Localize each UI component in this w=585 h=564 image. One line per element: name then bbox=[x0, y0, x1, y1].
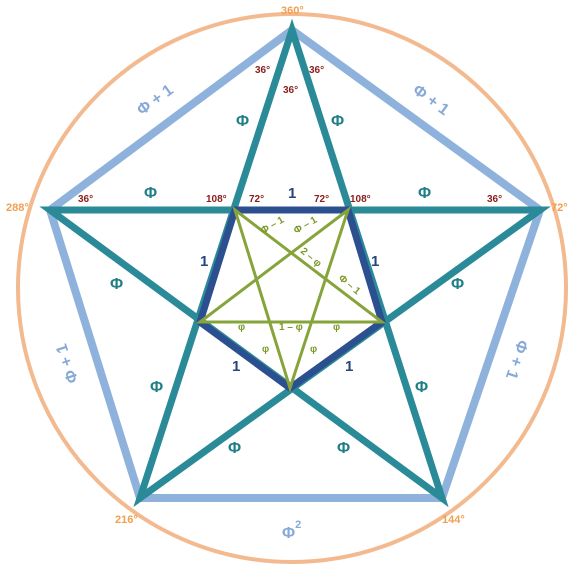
phi-label: Φ bbox=[110, 276, 123, 293]
phi-squared-exponent: 2 bbox=[295, 519, 301, 531]
inner-label-one-minus-phi: 1 – φ bbox=[279, 322, 303, 333]
angle-inner-right-108: 108° bbox=[350, 194, 371, 205]
vertex-angle-bottom-left: 216° bbox=[115, 514, 138, 526]
outer-side-label-bottom: Φ2 bbox=[282, 519, 301, 542]
inner-pentagon bbox=[195, 206, 387, 393]
phi-label: Φ bbox=[150, 379, 163, 396]
angle-inner-right-72: 72° bbox=[314, 194, 329, 205]
inner-star bbox=[195, 205, 387, 393]
outer-pentagon bbox=[45, 25, 545, 502]
one-label: 1 bbox=[371, 253, 379, 270]
one-label: 1 bbox=[288, 185, 296, 202]
phi-label: Φ bbox=[228, 440, 241, 457]
angle-inner-left-72: 72° bbox=[249, 194, 264, 205]
phi-label: Φ bbox=[331, 113, 344, 130]
phi-label: Φ bbox=[451, 276, 464, 293]
phi-label: Φ bbox=[415, 379, 428, 396]
angle-top-center: 36° bbox=[283, 85, 298, 96]
outer-side-label-left: Φ + 1 bbox=[53, 342, 82, 386]
vertex-angle-bottom-right: 144° bbox=[442, 514, 465, 526]
inner-label-small-phi: φ bbox=[333, 322, 340, 333]
inner-label-small-phi: φ bbox=[238, 322, 245, 333]
angle-right: 36° bbox=[487, 194, 502, 205]
angle-top-left: 36° bbox=[255, 65, 270, 76]
inner-label-phi-minus-one: Φ – 1 bbox=[336, 273, 362, 298]
circumcircle bbox=[16, 12, 568, 564]
one-label: 1 bbox=[232, 358, 240, 375]
phi-label: Φ bbox=[144, 185, 157, 202]
phi-label: Φ bbox=[236, 113, 249, 130]
one-label: 1 bbox=[345, 358, 353, 375]
angle-left: 36° bbox=[78, 194, 93, 205]
vertex-angle-top: 360° bbox=[281, 5, 304, 17]
one-label: 1 bbox=[200, 253, 208, 270]
outer-side-label-right: Φ + 1 bbox=[502, 338, 531, 382]
phi-squared-base: Φ bbox=[282, 525, 295, 542]
vertex-angle-left: 288° bbox=[6, 202, 29, 214]
angle-top-right: 36° bbox=[309, 65, 324, 76]
outer-side-label-top-right: Φ + 1 bbox=[409, 82, 452, 119]
inner-label-small-phi: φ bbox=[310, 344, 317, 355]
phi-label: Φ bbox=[337, 440, 350, 457]
inner-label-small-phi: φ bbox=[262, 344, 269, 355]
outer-side-label-top-left: Φ + 1 bbox=[134, 82, 177, 119]
phi-label: Φ bbox=[418, 185, 431, 202]
inner-label-phi-minus-one: Φ – 1 bbox=[259, 214, 286, 236]
vertex-angle-right: 72° bbox=[551, 202, 568, 214]
angle-inner-left-108: 108° bbox=[206, 194, 227, 205]
